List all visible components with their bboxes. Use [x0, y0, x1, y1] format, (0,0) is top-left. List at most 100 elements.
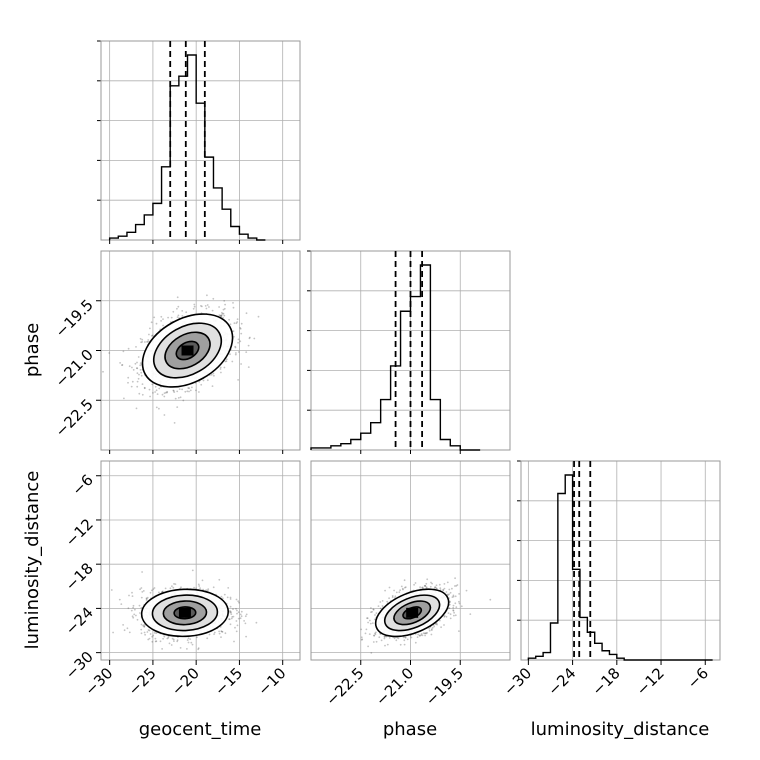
- sample-point: [141, 341, 144, 343]
- sample-point: [235, 598, 238, 601]
- sample-point: [239, 617, 242, 620]
- sample-point: [147, 340, 149, 343]
- sample-point: [377, 605, 380, 607]
- sample-point: [131, 591, 133, 594]
- sample-point: [229, 623, 232, 626]
- sample-point: [430, 628, 433, 631]
- sample-point: [255, 621, 258, 624]
- hist-step: [527, 474, 713, 661]
- sample-point: [245, 613, 248, 616]
- sample-point: [148, 637, 151, 640]
- sample-point: [220, 314, 223, 317]
- panel-content: [360, 577, 492, 654]
- sample-point: [200, 305, 202, 307]
- sample-point: [454, 602, 457, 605]
- scatter-panel-phase-luminosity_distance: [310, 460, 511, 661]
- sample-point: [372, 608, 375, 611]
- sample-point: [191, 643, 194, 646]
- sample-point: [169, 587, 172, 590]
- sample-point: [370, 652, 373, 654]
- sample-point: [243, 620, 246, 622]
- sample-point: [236, 609, 238, 612]
- sample-point: [166, 637, 169, 640]
- sample-point: [434, 586, 437, 588]
- xlabel-geocent-time: geocent_time: [139, 719, 262, 740]
- sample-point: [403, 579, 406, 582]
- sample-point: [435, 584, 438, 587]
- sample-point: [218, 306, 221, 308]
- sample-point: [205, 307, 208, 310]
- sample-point: [414, 582, 417, 584]
- sample-point: [230, 611, 233, 614]
- sample-point: [360, 639, 363, 641]
- panels: −30 −25 −20 −15 −10 −22.5 −21.0 −19.5 −30 −24 −18−…: [52, 40, 721, 709]
- sample-point: [172, 310, 175, 313]
- sample-point: [161, 648, 164, 650]
- sample-point: [443, 624, 445, 626]
- sample-point: [218, 314, 221, 316]
- sample-point: [428, 629, 431, 632]
- sample-point: [192, 307, 195, 310]
- sample-point: [257, 315, 260, 318]
- sample-point: [403, 639, 406, 642]
- sample-point: [143, 625, 146, 628]
- sample-point: [121, 364, 123, 366]
- sample-point: [212, 586, 215, 589]
- sample-point: [119, 362, 121, 364]
- sample-point: [371, 610, 373, 613]
- sample-point: [123, 629, 126, 632]
- sample-point: [151, 635, 154, 638]
- sample-point: [145, 599, 148, 601]
- sample-point: [240, 322, 243, 325]
- sample-point: [360, 636, 363, 639]
- sample-point: [155, 389, 158, 392]
- sample-point: [182, 399, 185, 402]
- sample-point: [222, 308, 225, 311]
- sample-point: [381, 600, 384, 602]
- sample-point: [449, 617, 452, 620]
- sample-point: [141, 338, 144, 341]
- sample-point: [210, 373, 213, 376]
- sample-point: [174, 583, 177, 585]
- sample-point: [149, 395, 152, 398]
- sample-point: [135, 614, 137, 617]
- sample-point: [440, 626, 442, 629]
- sample-point: [185, 311, 188, 314]
- sample-point: [223, 300, 226, 302]
- sample-point: [150, 321, 153, 324]
- sample-point: [232, 330, 235, 333]
- sample-point: [240, 610, 243, 613]
- sample-point: [469, 613, 472, 615]
- sample-point: [404, 586, 407, 588]
- sample-point: [161, 590, 164, 593]
- sample-point: [149, 591, 152, 594]
- sample-point: [224, 360, 227, 363]
- sample-point: [388, 586, 391, 589]
- sample-point: [162, 324, 165, 327]
- sample-point: [213, 631, 216, 634]
- sample-point: [425, 632, 428, 635]
- sample-point: [166, 391, 169, 394]
- sample-point: [152, 392, 154, 394]
- sample-point: [245, 635, 248, 638]
- sample-point: [233, 322, 236, 325]
- sample-point: [161, 393, 164, 396]
- sample-point: [145, 597, 148, 600]
- sample-point: [452, 595, 455, 598]
- sample-point: [224, 632, 227, 635]
- sample-point: [458, 600, 460, 603]
- sample-point: [172, 390, 175, 392]
- sample-point: [418, 634, 421, 637]
- sample-point: [140, 596, 143, 599]
- sample-point: [191, 569, 194, 572]
- sample-point: [198, 391, 200, 393]
- sample-point: [156, 393, 159, 395]
- sample-point: [136, 618, 139, 621]
- sample-point: [431, 626, 434, 629]
- sample-point: [386, 600, 389, 603]
- sample-point: [218, 632, 221, 635]
- sample-point: [436, 587, 438, 590]
- sample-point: [438, 619, 441, 622]
- sample-point: [388, 637, 391, 639]
- sample-point: [158, 387, 161, 390]
